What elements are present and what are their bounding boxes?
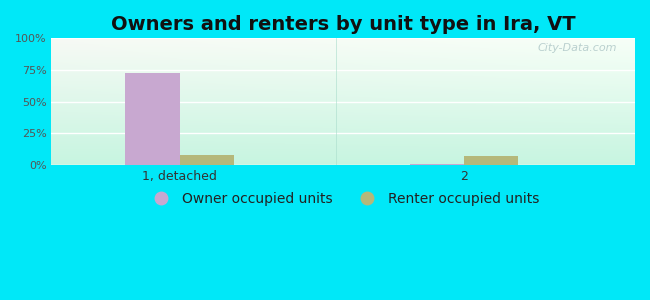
Bar [410, 164, 464, 165]
Legend: Owner occupied units, Renter occupied units: Owner occupied units, Renter occupied un… [142, 186, 545, 211]
Title: Owners and renters by unit type in Ira, VT: Owners and renters by unit type in Ira, … [111, 15, 575, 34]
Bar [125, 73, 179, 165]
Text: City-Data.com: City-Data.com [538, 44, 617, 53]
Bar [464, 156, 518, 165]
Bar [179, 155, 233, 165]
